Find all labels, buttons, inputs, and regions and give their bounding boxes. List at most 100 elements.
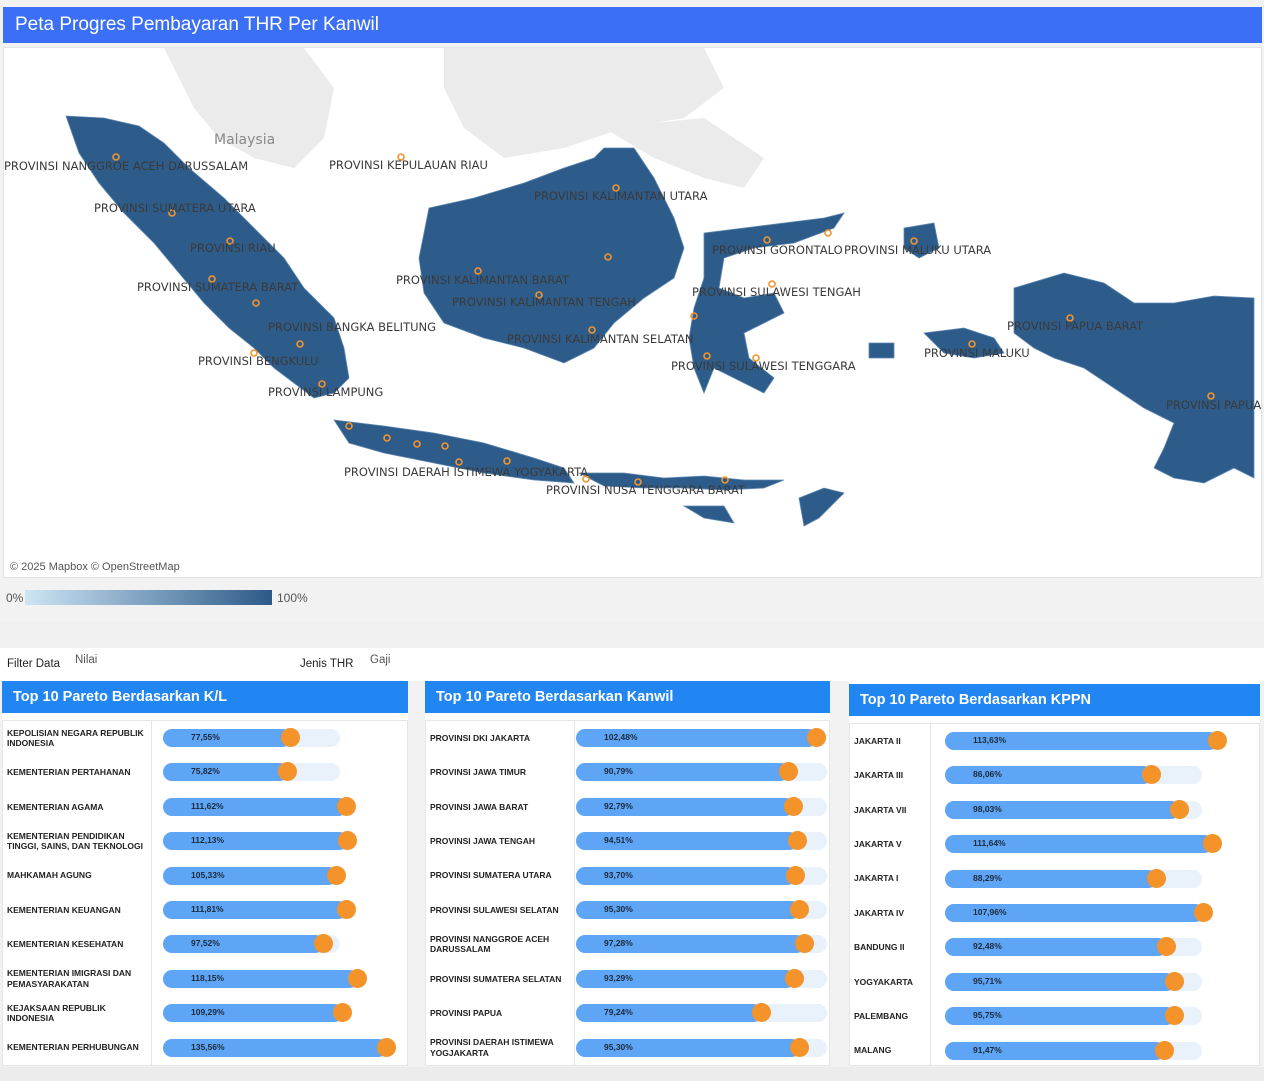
map-province-label: PROVINSI SUMATERA BARAT — [137, 280, 299, 294]
province-marker[interactable] — [318, 380, 326, 388]
progress-fill — [945, 1007, 1175, 1026]
pareto-row[interactable]: KEMENTERIAN IMIGRASI DAN PEMASYARAKATAN 1… — [3, 962, 409, 996]
map-province-label: PROVINSI NANGGROE ACEH DARUSSALAM — [4, 159, 248, 173]
pareto-row[interactable]: PALEMBANG 95,75% — [850, 999, 1261, 1033]
progress-marker — [1164, 971, 1184, 991]
pareto-row[interactable]: PROVINSI PAPUA 79,24% — [426, 996, 831, 1030]
progress-track: 91,47% — [945, 1040, 1202, 1060]
indonesia-map[interactable]: PROVINSI NANGGROE ACEH DARUSSALAM PROVINS… — [3, 47, 1262, 578]
province-marker[interactable] — [208, 275, 216, 283]
pareto-row[interactable]: JAKARTA II 113,63% — [850, 724, 1261, 758]
province-marker[interactable] — [968, 340, 976, 348]
province-marker[interactable] — [226, 237, 234, 245]
progress-marker — [337, 796, 357, 816]
pareto-row[interactable]: KEMENTERIAN AGAMA 111,62% — [3, 790, 409, 824]
pareto-row[interactable]: KEMENTERIAN PERTAHANAN 75,82% — [3, 755, 409, 789]
pareto-row[interactable]: MALANG 91,47% — [850, 1034, 1261, 1068]
pareto-row[interactable]: PROVINSI NANGGROE ACEH DARUSSALAM 97,28% — [426, 927, 831, 961]
pareto-row[interactable]: PROVINSI JAWA TENGAH 94,51% — [426, 824, 831, 858]
province-marker[interactable] — [752, 354, 760, 362]
province-marker[interactable] — [612, 184, 620, 192]
province-marker[interactable] — [383, 434, 391, 442]
progress-marker — [794, 934, 814, 954]
progress-track: 95,30% — [576, 900, 828, 919]
province-marker[interactable] — [397, 153, 405, 161]
province-marker[interactable] — [441, 442, 449, 450]
province-marker[interactable] — [582, 475, 590, 483]
progress-fill — [163, 866, 337, 885]
map-province-label: PROVINSI MALUKU — [924, 346, 1030, 360]
province-marker[interactable] — [455, 458, 463, 466]
province-marker[interactable] — [503, 457, 511, 465]
province-marker[interactable] — [824, 229, 832, 237]
progress-fill — [163, 797, 348, 816]
progress-marker — [785, 968, 805, 988]
progress-marker — [752, 1003, 772, 1023]
province-marker[interactable] — [168, 209, 176, 217]
province-marker[interactable] — [1066, 314, 1074, 322]
progress-fill — [576, 969, 796, 988]
province-shapes[interactable] — [65, 115, 1255, 527]
province-marker[interactable] — [252, 299, 260, 307]
province-marker[interactable] — [535, 291, 543, 299]
map-province-label: PROVINSI KALIMANTAN UTARA — [534, 189, 708, 203]
row-label: KEPOLISIAN NEGARA REPUBLIK INDONESIA — [7, 727, 144, 749]
progress-track: 93,29% — [576, 968, 828, 988]
pareto-row[interactable]: BANDUNG II 92,48% — [850, 930, 1261, 964]
pareto-row[interactable]: JAKARTA IV 107,96% — [850, 896, 1261, 930]
province-markers[interactable] — [112, 153, 1215, 486]
pareto-row[interactable]: KEMENTERIAN PERHUBUNGAN 135,56% — [3, 1031, 409, 1065]
pareto-row[interactable]: YOGYAKARTA 95,71% — [850, 965, 1261, 999]
progress-marker — [786, 865, 806, 885]
filter-data-dropdown[interactable]: Nilai — [75, 654, 98, 666]
province-marker[interactable] — [763, 236, 771, 244]
province-marker[interactable] — [604, 253, 612, 261]
province-marker[interactable] — [588, 326, 596, 334]
pareto-row[interactable]: PROVINSI DKI JAKARTA 102,48% — [426, 721, 831, 755]
pareto-row[interactable]: KEMENTERIAN KESEHATAN 97,52% — [3, 927, 409, 961]
province-marker[interactable] — [634, 478, 642, 486]
pareto-row[interactable]: PROVINSI SULAWESI SELATAN 95,30% — [426, 893, 831, 927]
province-marker[interactable] — [721, 476, 729, 484]
pareto-row[interactable]: MAHKAMAH AGUNG 105,33% — [3, 859, 409, 893]
pareto-row[interactable]: PROVINSI SUMATERA SELATAN 93,29% — [426, 962, 831, 996]
province-marker[interactable] — [690, 312, 698, 320]
province-marker[interactable] — [474, 267, 482, 275]
province-marker[interactable] — [250, 349, 258, 357]
province-marker[interactable] — [1207, 392, 1215, 400]
pareto-row[interactable]: KEPOLISIAN NEGARA REPUBLIK INDONESIA 77,5… — [3, 721, 409, 755]
sumatra-island — [65, 115, 350, 399]
pareto-row[interactable]: KEMENTERIAN PENDIDIKAN TINGGI, SAINS, DA… — [3, 824, 409, 858]
pareto-row[interactable]: PROVINSI SUMATERA UTARA 93,70% — [426, 859, 831, 893]
progress-value: 97,52% — [191, 938, 220, 949]
bottom-divider — [0, 1067, 1264, 1081]
progress-fill — [163, 729, 291, 747]
province-marker[interactable] — [768, 280, 776, 288]
pareto-row[interactable]: JAKARTA VII 98,03% — [850, 793, 1261, 827]
province-marker[interactable] — [112, 153, 120, 161]
map-canvas[interactable]: PROVINSI NANGGROE ACEH DARUSSALAM PROVINS… — [4, 48, 1261, 577]
map-province-label: PROVINSI NUSA TENGGARA BARAT — [546, 483, 746, 497]
jenis-thr-dropdown[interactable]: Gaji — [370, 654, 391, 666]
progress-fill — [576, 763, 790, 782]
progress-value: 105,33% — [191, 869, 225, 880]
province-marker[interactable] — [345, 422, 353, 430]
progress-track: 95,71% — [945, 971, 1202, 991]
row-label: MALANG — [854, 1045, 892, 1056]
pareto-row[interactable]: PROVINSI DAERAH ISTIMEWA YOGJAKARTA 95,30… — [426, 1031, 831, 1065]
progress-value: 92,79% — [604, 800, 633, 811]
province-marker[interactable] — [910, 237, 918, 245]
pareto-row[interactable]: PROVINSI JAWA TIMUR 90,79% — [426, 755, 831, 789]
progress-marker — [779, 762, 799, 782]
pareto-row[interactable]: JAKARTA I 88,29% — [850, 862, 1261, 896]
province-marker[interactable] — [296, 340, 304, 348]
progress-value: 113,63% — [973, 735, 1007, 745]
pareto-row[interactable]: KEMENTERIAN KEUANGAN 111,81% — [3, 893, 409, 927]
province-marker[interactable] — [703, 352, 711, 360]
pareto-row[interactable]: JAKARTA III 86,06% — [850, 758, 1261, 792]
pareto-row[interactable]: KEJAKSAAN REPUBLIK INDONESIA 109,29% — [3, 996, 409, 1030]
pareto-row[interactable]: PROVINSI JAWA BARAT 92,79% — [426, 790, 831, 824]
pareto-row[interactable]: JAKARTA V 111,64% — [850, 827, 1261, 861]
province-marker[interactable] — [413, 440, 421, 448]
row-label: MAHKAMAH AGUNG — [7, 870, 92, 881]
